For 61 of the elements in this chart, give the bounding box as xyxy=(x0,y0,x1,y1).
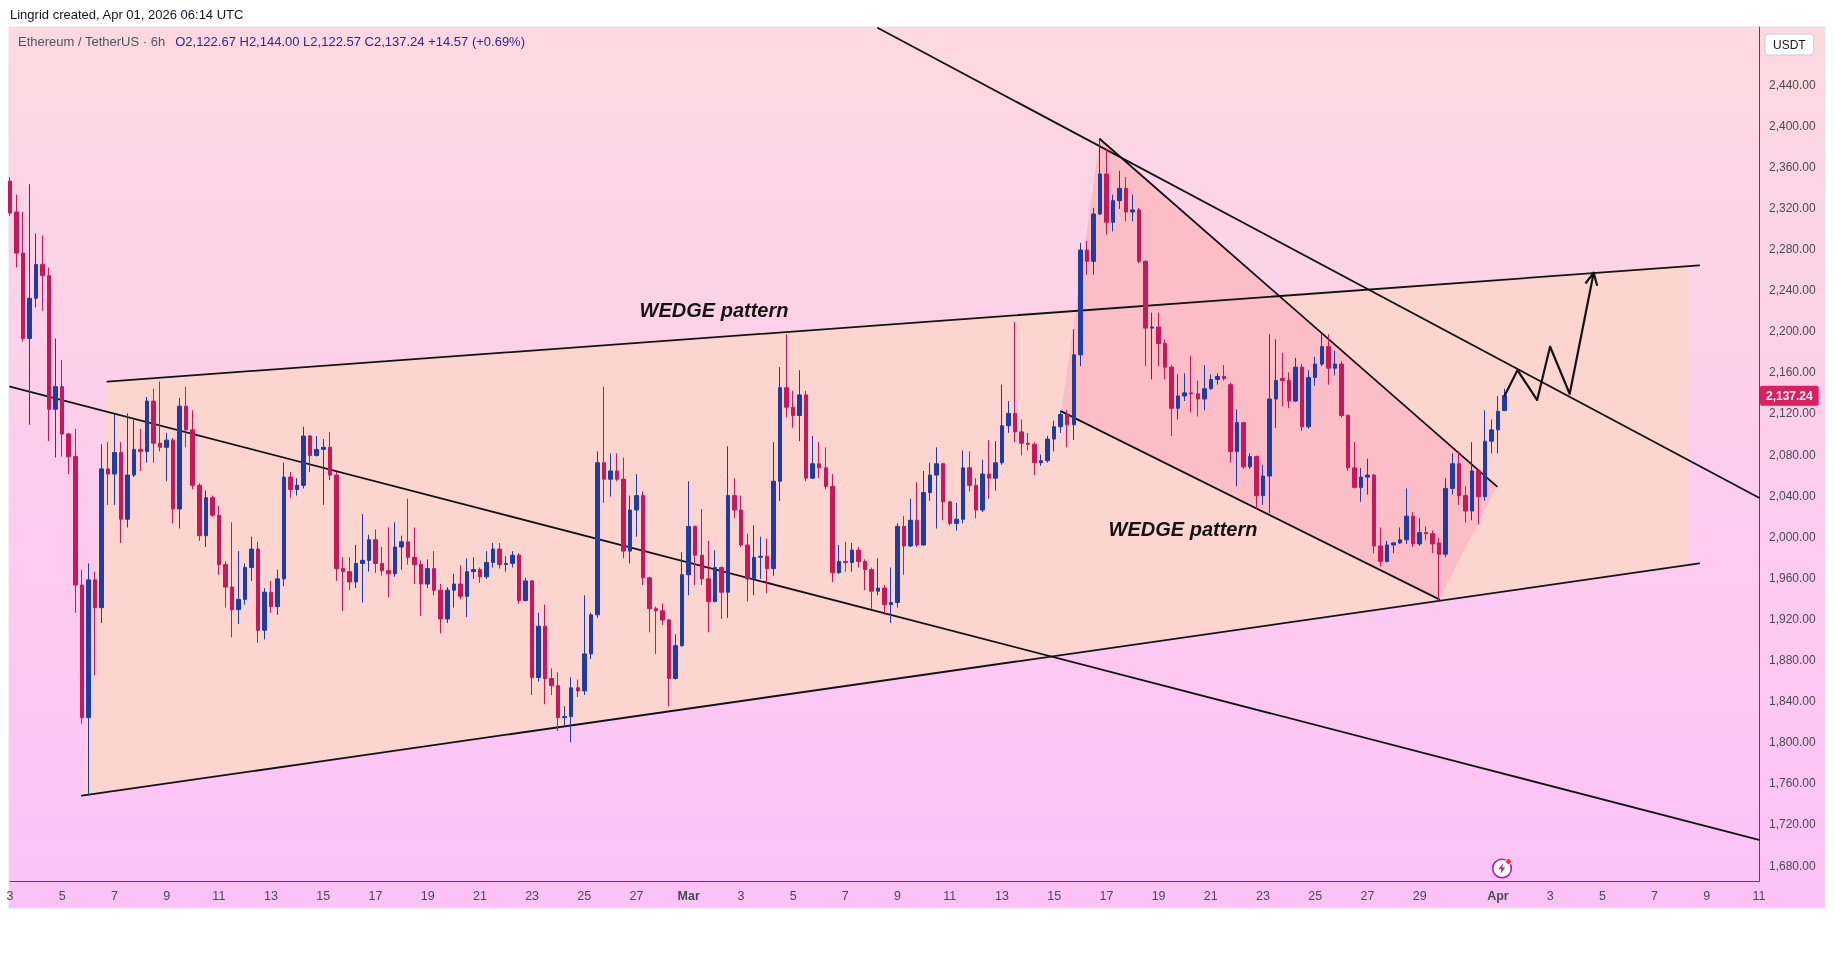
y-tick-label: 1,880.00 xyxy=(1769,653,1817,668)
x-tick-label: 25 xyxy=(577,888,592,903)
x-tick-label: Apr xyxy=(1487,888,1509,903)
x-tick-label: 21 xyxy=(472,888,487,903)
x-tick-label: 27 xyxy=(1360,888,1375,903)
y-tick-label: 2,240.00 xyxy=(1769,283,1817,298)
y-tick-label: 1,840.00 xyxy=(1769,694,1817,709)
y-tick-label: 2,440.00 xyxy=(1769,77,1817,92)
x-tick-label: 27 xyxy=(629,888,644,903)
x-tick-label: 11 xyxy=(943,888,957,903)
x-tick-label: 3 xyxy=(6,888,14,903)
y-tick-label: 2,120.00 xyxy=(1769,406,1817,421)
x-tick-label: 21 xyxy=(1203,888,1218,903)
y-tick-label: 2,320.00 xyxy=(1769,200,1817,215)
x-tick-label: 9 xyxy=(1703,888,1711,903)
y-tick-label: 2,360.00 xyxy=(1769,159,1817,174)
y-tick-label: 1,720.00 xyxy=(1769,817,1817,832)
y-axis-title: USDT xyxy=(1773,37,1807,52)
x-tick-label: 11 xyxy=(212,888,226,903)
x-tick-label: 3 xyxy=(1546,888,1554,903)
x-tick-label: 29 xyxy=(1412,888,1427,903)
x-tick-label: 17 xyxy=(368,888,383,903)
x-tick-label: Mar xyxy=(677,888,700,903)
x-tick-label: 5 xyxy=(789,888,797,903)
y-tick-label: 1,960.00 xyxy=(1769,570,1817,585)
annotation: O2,122.67 H2,144.00 L2,122.57 C2,137.24 +14.57 (+0.69%) xyxy=(175,34,525,49)
text: 2,137.24 xyxy=(1766,388,1814,403)
x-tick-label: 13 xyxy=(264,888,279,903)
x-tick-label: 5 xyxy=(1598,888,1606,903)
y-tick-label: 2,040.00 xyxy=(1769,488,1817,503)
y-tick-label: 2,200.00 xyxy=(1769,324,1817,339)
x-tick-label: 9 xyxy=(894,888,902,903)
text: Ethereum / TetherUS · 6h xyxy=(18,34,166,49)
annotation: WEDGE pattern xyxy=(639,299,789,321)
x-tick-label: 15 xyxy=(316,888,331,903)
x-tick-label: 19 xyxy=(420,888,435,903)
x-tick-label: 15 xyxy=(1047,888,1062,903)
x-tick-label: 19 xyxy=(1151,888,1166,903)
x-tick-label: 25 xyxy=(1308,888,1323,903)
x-tick-label: 7 xyxy=(841,888,849,903)
text: Lingrid created, Apr 01, 2026 06:14 UTC xyxy=(10,7,244,22)
y-tick-label: 2,400.00 xyxy=(1769,118,1817,133)
x-tick-label: 11 xyxy=(1752,888,1766,903)
x-tick-label: 13 xyxy=(995,888,1009,903)
x-tick-label: 23 xyxy=(525,888,540,903)
x-tick-label: 7 xyxy=(1651,888,1659,903)
y-tick-label: 1,680.00 xyxy=(1769,858,1817,873)
x-tick-label: 23 xyxy=(1256,888,1271,903)
x-tick-label: 9 xyxy=(163,888,171,903)
y-tick-label: 2,280.00 xyxy=(1769,241,1817,256)
x-tick-label: 5 xyxy=(58,888,66,903)
y-tick-label: 1,800.00 xyxy=(1769,735,1817,750)
y-tick-label: 1,920.00 xyxy=(1769,611,1817,626)
y-tick-label: 2,160.00 xyxy=(1769,365,1817,380)
x-tick-label: 3 xyxy=(737,888,745,903)
x-tick-label: 17 xyxy=(1099,888,1114,903)
x-tick-label: 7 xyxy=(110,888,118,903)
annotation: WEDGE pattern xyxy=(1108,518,1258,540)
y-tick-label: 2,080.00 xyxy=(1769,447,1817,462)
y-tick-label: 1,760.00 xyxy=(1769,776,1817,791)
y-tick-label: 2,000.00 xyxy=(1769,529,1817,544)
